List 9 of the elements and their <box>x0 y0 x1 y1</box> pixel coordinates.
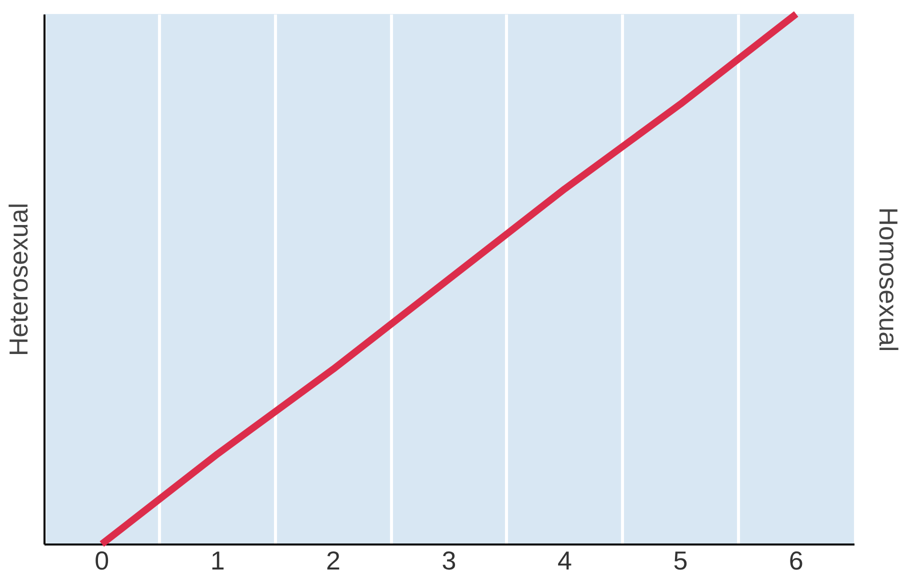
x-tick-label: 0 <box>94 546 110 576</box>
x-tick-label: 4 <box>557 546 572 576</box>
x-tick-label: 3 <box>442 546 456 576</box>
y2-axis-title: Homosexual <box>874 207 904 352</box>
x-tick-label: 2 <box>326 546 341 576</box>
x-tick-label: 5 <box>673 546 688 576</box>
y-axis-title: Heterosexual <box>4 202 34 356</box>
x-tick-label: 1 <box>210 546 225 576</box>
x-tick-label: 6 <box>788 546 804 576</box>
